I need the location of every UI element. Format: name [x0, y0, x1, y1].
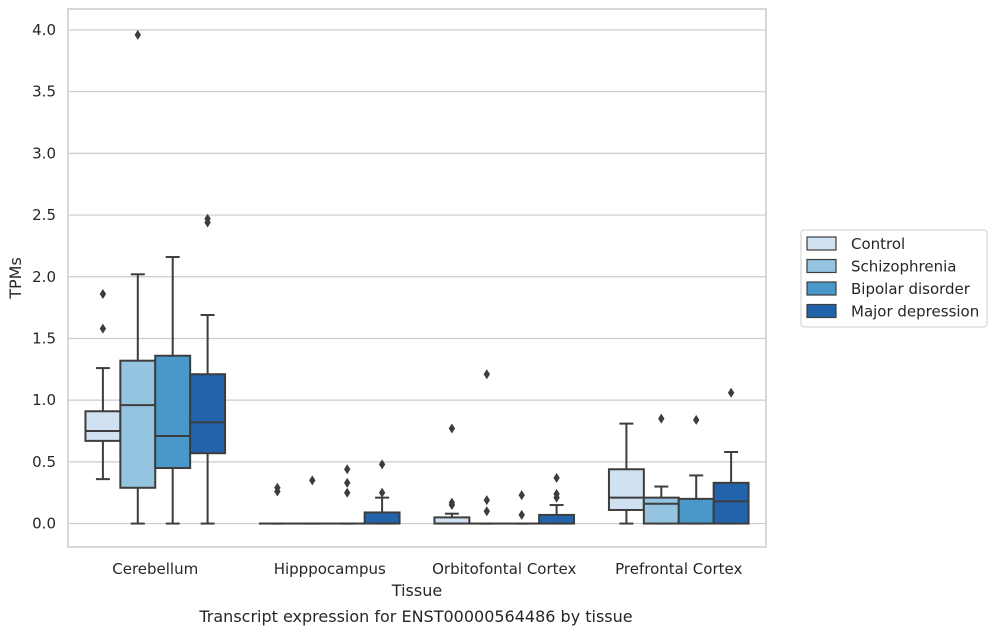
- outlier-point: [553, 488, 560, 499]
- y-axis-label: TPMs: [6, 257, 25, 300]
- box-iqr: [677, 497, 715, 525]
- box-bipolar-disorder: [154, 256, 192, 525]
- box-iqr: [538, 513, 576, 525]
- outlier-point: [483, 495, 490, 506]
- x-axis-ticks: Cerebellum Hipppocampus Orbitofontal Corte…: [112, 560, 742, 578]
- outlier-point: [99, 289, 107, 300]
- outlier-point: [99, 323, 107, 334]
- legend-swatch: [806, 303, 837, 319]
- outlier-point: [448, 497, 456, 508]
- box-control: [607, 422, 645, 525]
- outlier-point: [344, 464, 351, 475]
- box-bipolar-disorder: [677, 414, 715, 525]
- box-major-depression: [538, 472, 576, 525]
- legend-label: Bipolar disorder: [851, 280, 971, 298]
- legend-swatch: [806, 236, 837, 251]
- outlier-point: [483, 506, 490, 517]
- plot-area-frame: [67, 8, 767, 548]
- box-iqr: [84, 410, 122, 442]
- x-tick-label: Hipppocampus: [274, 560, 386, 578]
- outlier-point: [693, 414, 700, 425]
- box-control: [84, 289, 122, 481]
- y-tick-label: 3.5: [32, 83, 56, 101]
- box-iqr: [119, 359, 157, 489]
- y-tick-label: 2.5: [32, 206, 56, 224]
- x-tick-label: Orbitofontal Cortex: [432, 560, 576, 578]
- box-series: [84, 29, 750, 525]
- outlier-point: [518, 490, 525, 501]
- y-tick-label: 3.0: [32, 144, 56, 162]
- outlier-point: [448, 423, 456, 434]
- box-iqr: [712, 481, 750, 525]
- outlier-point: [378, 459, 386, 470]
- legend-label: Schizophrenia: [851, 258, 956, 276]
- box-bipolar-disorder: [328, 464, 366, 525]
- box-iqr: [154, 354, 192, 470]
- box-schizophrenia: [119, 29, 157, 525]
- box-iqr: [363, 511, 401, 525]
- box-schizophrenia: [642, 413, 680, 525]
- legend: Control Schizophrenia Bipolar disorder Majo…: [800, 229, 988, 328]
- x-tick-label: Cerebellum: [112, 560, 198, 578]
- y-tick-label: 0.5: [32, 453, 56, 471]
- legend-label: Major depression: [851, 303, 979, 321]
- outlier-point: [658, 413, 665, 424]
- box-control: [433, 423, 471, 525]
- outlier-point: [727, 387, 735, 398]
- y-axis-ticks: 0.0 0.5 1.0 1.5 2.0 2.5 3.0 3.5 4.0: [32, 21, 56, 533]
- y-tick-label: 0.0: [32, 515, 56, 533]
- box-control: [258, 482, 296, 525]
- outlier-point: [309, 475, 316, 486]
- box-bipolar-disorder: [503, 490, 541, 525]
- x-axis-label: Tissue: [391, 581, 442, 600]
- box-schizophrenia: [468, 369, 506, 525]
- legend-label: Control: [851, 235, 905, 253]
- outlier-point: [134, 29, 141, 40]
- y-tick-label: 1.5: [32, 329, 56, 347]
- legend-frame: [800, 229, 988, 328]
- legend-swatch: [806, 258, 837, 274]
- outlier-point: [274, 482, 281, 493]
- outlier-point: [518, 509, 525, 520]
- box-major-depression: [189, 213, 227, 525]
- box-iqr: [189, 373, 227, 455]
- box-iqr: [607, 468, 645, 511]
- legend-swatch: [806, 281, 837, 296]
- y-tick-label: 4.0: [32, 21, 56, 39]
- box-major-depression: [363, 459, 401, 525]
- outlier-point: [378, 487, 386, 498]
- outlier-point: [483, 369, 490, 380]
- box-major-depression: [712, 387, 750, 525]
- chart-title: Transcript expression for ENST0000056448…: [198, 607, 632, 626]
- x-tick-label: Prefrontal Cortex: [615, 560, 742, 578]
- y-tick-label: 2.0: [32, 268, 56, 286]
- outlier-point: [553, 472, 560, 483]
- y-tick-label: 1.0: [32, 391, 56, 409]
- outlier-point: [204, 213, 211, 224]
- box-schizophrenia: [293, 475, 331, 525]
- outlier-point: [344, 477, 351, 488]
- outlier-point: [344, 487, 351, 498]
- box-iqr: [642, 496, 680, 525]
